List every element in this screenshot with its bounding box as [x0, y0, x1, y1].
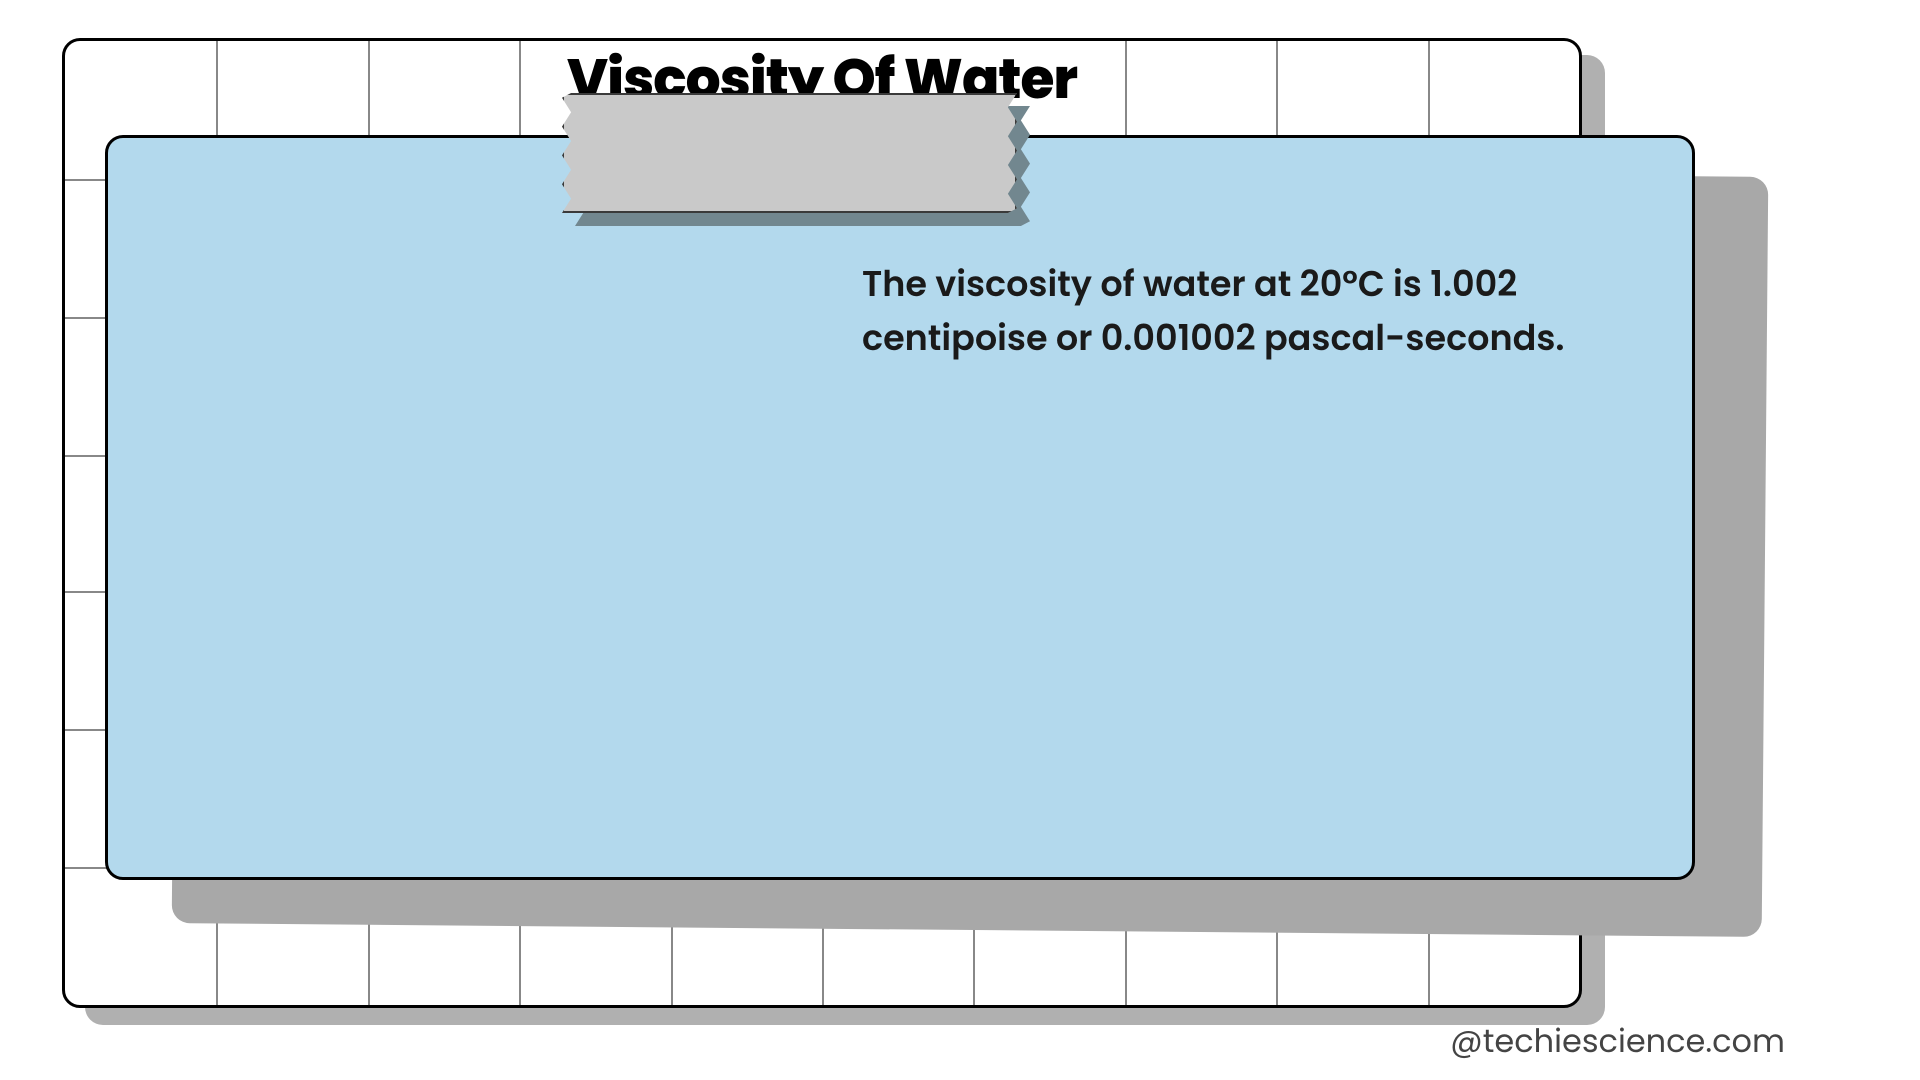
card-body-text: The viscosity of water at 20°C is 1.002 … — [862, 258, 1652, 367]
info-card: The viscosity of water at 20°C is 1.002 … — [105, 135, 1695, 880]
credit-text: @techiescience.com — [1450, 1018, 1785, 1066]
tape-icon — [562, 93, 1017, 213]
